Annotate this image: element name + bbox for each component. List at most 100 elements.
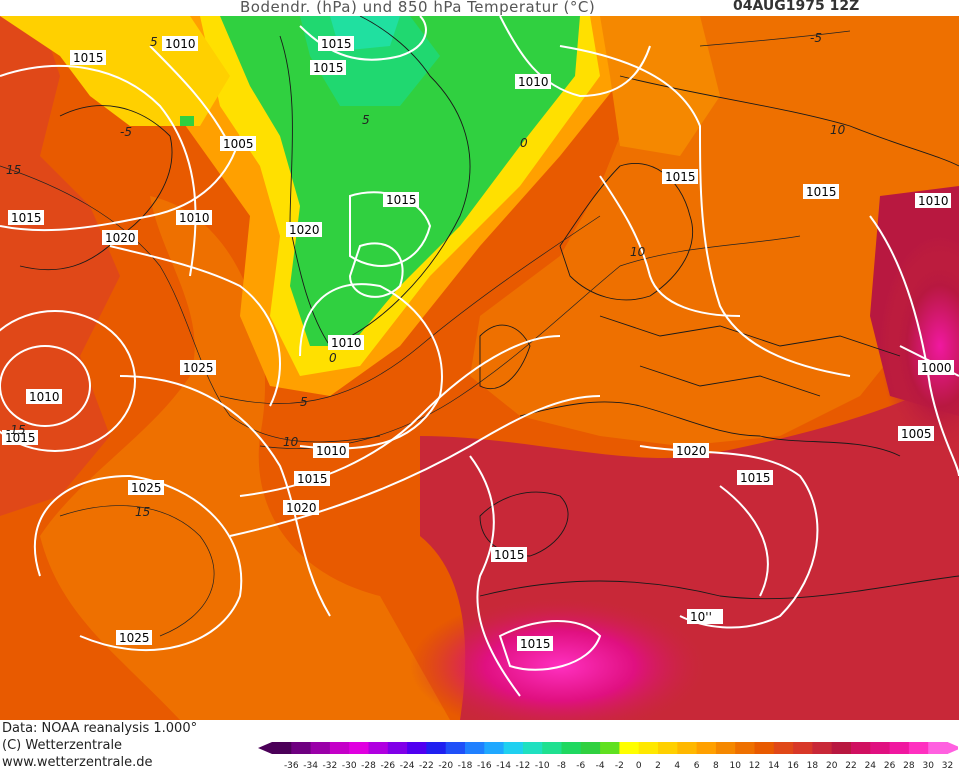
pressure-label: 1015 (318, 36, 354, 51)
legend-tick-label: 12 (749, 761, 760, 770)
isobar-1005-b (149, 45, 231, 147)
legend-swatch (426, 742, 447, 754)
date-time-label: 04AUG1975 12Z (733, 0, 860, 14)
svg-text:10'': 10'' (690, 610, 712, 624)
legend-arrow-low (258, 742, 272, 754)
isobar-low-west-1 (0, 345, 91, 427)
legend-tick-label: -22 (419, 761, 434, 770)
isobar-1015-f (719, 485, 769, 597)
legend-tick-label: -32 (323, 761, 338, 770)
temp-label: 10 (830, 123, 846, 137)
svg-text:1000: 1000 (921, 361, 952, 375)
pressure-label: 1015 (383, 192, 419, 207)
pressure-label: 1010 (313, 443, 349, 458)
temp-label: 5 (362, 113, 370, 127)
legend-swatch (677, 742, 698, 754)
color-scale-bar: -36 -34 -32 -30 -28 -26 -24 -22 -20 -18 -16 -14 -12-… (258, 742, 959, 771)
t-contour-west (59, 505, 215, 637)
isobar-1010-b (299, 283, 443, 450)
legend-tick-label: -14 (496, 761, 511, 770)
temperature-labels: 5 15 0 -5 5 0 10 5 10 15 -15 10 -5 (6, 31, 846, 519)
legend-swatch (928, 742, 948, 754)
pressure-label: 1025 (128, 480, 164, 495)
weather-map: 1015 1010 1015 1015 1010 1005 1015 1010 … (0, 16, 959, 720)
country-border-1 (599, 315, 901, 357)
pressure-label: 1015 (737, 470, 773, 485)
pressure-label: 1020 (673, 443, 709, 458)
iberia-coast (479, 491, 569, 557)
legend-tick-label: 2 (655, 761, 661, 770)
svg-text:1010: 1010 (918, 194, 949, 208)
legend-swatch (349, 742, 369, 754)
svg-text:1015: 1015 (386, 193, 417, 207)
cold-spot (180, 116, 194, 126)
coastlines (19, 16, 959, 600)
legend-swatch (793, 742, 813, 754)
svg-text:1020: 1020 (105, 231, 136, 245)
legend-swatch (870, 742, 891, 754)
temp-label: 15 (135, 505, 150, 519)
pressure-label: 1010 (162, 36, 198, 51)
svg-text:1020: 1020 (676, 444, 707, 458)
legend-tick-label: 22 (845, 761, 856, 770)
isobar-1015-g (599, 175, 741, 317)
country-border-2 (639, 365, 821, 397)
legend-swatch (561, 742, 582, 754)
legend-swatch (735, 742, 755, 754)
legend-swatch (889, 742, 910, 754)
isobar-greenland-1 (349, 191, 432, 267)
isobar-1025-a (119, 375, 331, 617)
hot-spot-east (880, 236, 959, 456)
pressure-label: 1015 (2, 430, 38, 445)
legend-tick-label: -4 (596, 761, 605, 770)
svg-text:1015: 1015 (520, 637, 551, 651)
legend-swatch (465, 742, 485, 754)
isobar-low-west-2 (0, 310, 136, 452)
isobar-1010-c (499, 16, 651, 98)
temp-label: 0 (520, 136, 528, 150)
legend-tick-label: 4 (674, 761, 680, 770)
pressure-label: 1020 (102, 230, 138, 245)
legend-arrow-high (947, 742, 959, 754)
legend-swatch (715, 742, 736, 754)
legend-tick-label: -12 (516, 761, 531, 770)
svg-text:1025: 1025 (119, 631, 150, 645)
canada-coast (19, 105, 173, 271)
legend-swatch (619, 742, 640, 754)
africa-coast (479, 575, 959, 600)
t-contour-5 (219, 215, 601, 405)
svg-text:1015: 1015 (11, 211, 42, 225)
copyright-text: (C) Wetterzentrale (2, 738, 123, 753)
svg-text:1010: 1010 (165, 37, 196, 51)
legend-tick-label: 6 (694, 761, 700, 770)
pressure-label: 1015 (8, 210, 44, 225)
svg-text:1010: 1010 (518, 75, 549, 89)
pressure-label: 1010 (26, 389, 62, 404)
legend-tick-label: 14 (768, 761, 780, 770)
legend-swatch (600, 742, 620, 754)
legend-swatch (522, 742, 543, 754)
pressure-label: 1015 (491, 547, 527, 562)
svg-text:1010: 1010 (179, 211, 210, 225)
greenland-coast (279, 16, 471, 347)
legend-tick-label: 32 (942, 761, 953, 770)
legend-swatch (638, 742, 659, 754)
svg-text:1015: 1015 (494, 548, 525, 562)
legend-tick-label: 0 (636, 761, 642, 770)
website-link[interactable]: www.wetterzentrale.de (2, 755, 153, 770)
pressure-label: 1020 (286, 222, 322, 237)
temp-label: 0 (329, 351, 337, 365)
svg-text:1005: 1005 (223, 137, 254, 151)
legend-swatch (503, 742, 524, 754)
temp-label: 10 (283, 435, 299, 449)
temp-label: -5 (120, 125, 132, 139)
temp-label: 10 (630, 245, 646, 259)
scandinavia-coast (559, 163, 694, 301)
pressure-label: 1015 (310, 60, 346, 75)
svg-text:1010: 1010 (29, 390, 60, 404)
legend-tick-label: 28 (903, 761, 915, 770)
isobar-greenland-2 (348, 242, 404, 298)
pressure-labels: 1015 1010 1015 1015 1010 1005 1015 1010 … (2, 36, 954, 651)
temp-band-green (220, 16, 580, 346)
temp-label: -5 (810, 31, 822, 45)
